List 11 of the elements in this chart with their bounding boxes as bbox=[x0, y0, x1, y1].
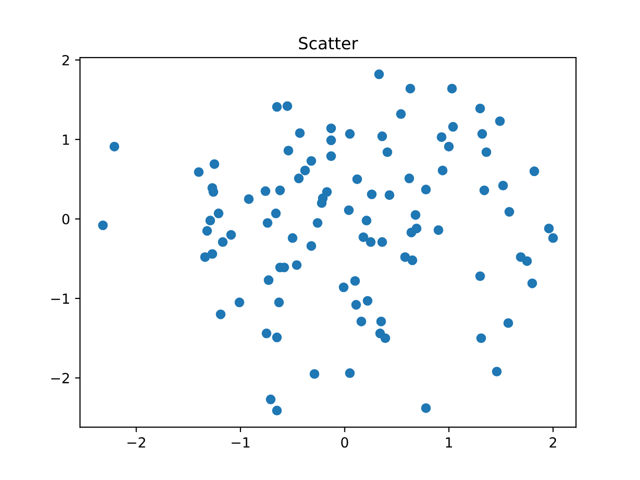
x-tick-label: 1 bbox=[446, 437, 452, 448]
y-tick-label: 2 bbox=[62, 54, 69, 66]
x-tick-label: −1 bbox=[232, 437, 250, 448]
x-tick-label: −2 bbox=[128, 437, 146, 448]
y-tick-label: −1 bbox=[51, 294, 69, 304]
y-tick-label: −2 bbox=[51, 372, 69, 384]
y-tick-label: 0 bbox=[62, 214, 70, 224]
y-tick-label: 1 bbox=[62, 134, 69, 145]
x-tick-label: 2 bbox=[550, 437, 556, 448]
x-tick-label: 0 bbox=[341, 437, 348, 448]
chart-title: Scatter bbox=[299, 36, 358, 50]
